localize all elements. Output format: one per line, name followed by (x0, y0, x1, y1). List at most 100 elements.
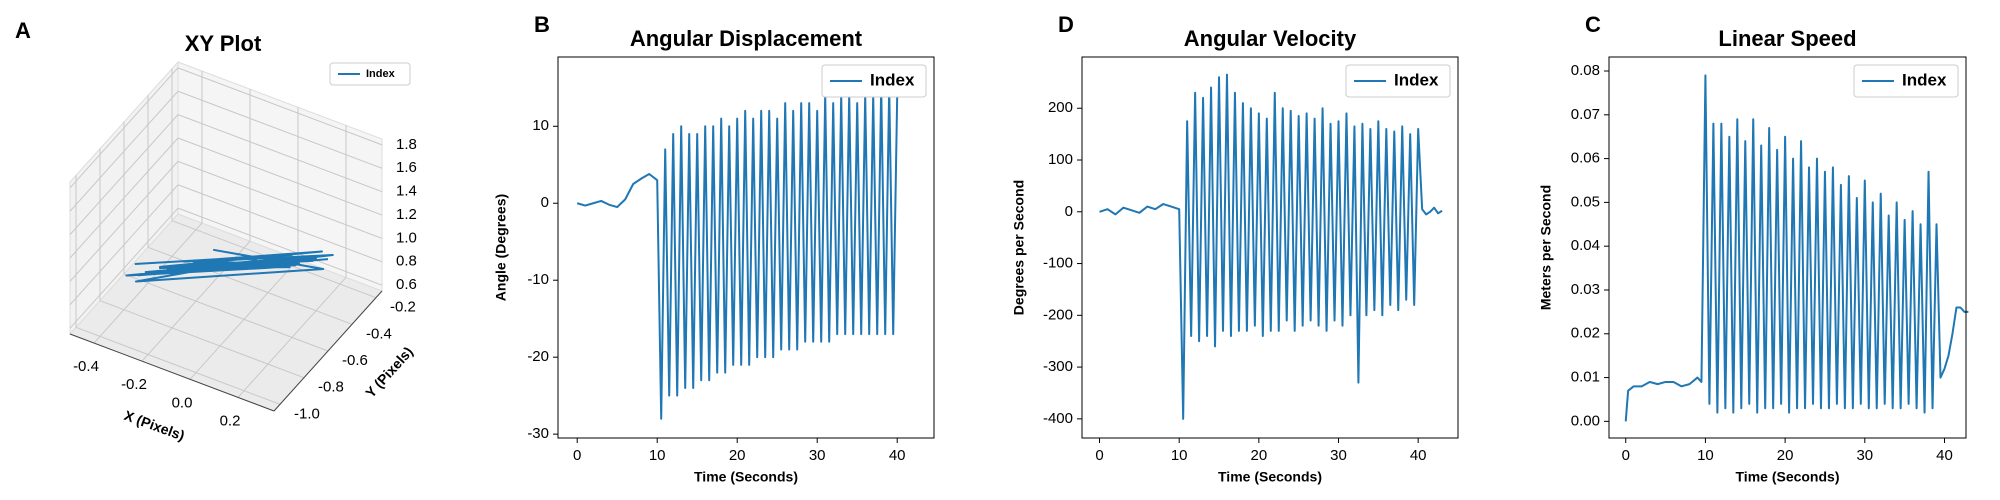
y-axis (273, 290, 383, 412)
grid-line (177, 90, 383, 169)
y-tick-label: -0.4 (366, 325, 392, 342)
y-tick-label: 0.05 (1571, 193, 1600, 210)
y-tick-label: 0.08 (1571, 62, 1600, 79)
chart-title: XY Plot (185, 31, 262, 56)
grid-line (177, 137, 383, 216)
y-tick-label: 0.03 (1571, 281, 1600, 298)
y-tick-label: -0.2 (390, 299, 416, 316)
legend-box (329, 62, 411, 86)
x-axis-label: Time (Seconds) (1736, 469, 1840, 485)
z-tick-label: 1.2 (396, 206, 417, 223)
panel-label: A (15, 18, 31, 43)
y-tick-label: 0.04 (1571, 237, 1600, 254)
y-tick-label: 10 (532, 117, 549, 134)
data-line (125, 248, 334, 283)
grid-line (177, 114, 383, 193)
y-tick-label: 0 (1065, 203, 1073, 220)
z-tick-label: 0.8 (396, 253, 417, 270)
y-tick-label: 0.01 (1571, 369, 1600, 386)
grid-line (177, 207, 383, 286)
x-tick-label: 40 (1936, 447, 1953, 464)
x-tick-label: 10 (649, 447, 666, 464)
x-tick-label: 30 (1330, 447, 1347, 464)
legend-box (1345, 64, 1451, 98)
chart-title: Angular Velocity (1184, 26, 1357, 51)
y-axis-label: Degrees per Second (1011, 180, 1027, 315)
y-tick-label: 0.00 (1571, 412, 1600, 429)
y-tick-label: -0.8 (318, 379, 344, 396)
grid-line (99, 300, 305, 379)
x-tick-label: 10 (1697, 447, 1714, 464)
chart-title: Linear Speed (1718, 26, 1856, 51)
y-tick-label: -10 (527, 271, 549, 288)
data-line (1624, 74, 1969, 422)
grid-line (177, 184, 383, 263)
grid-line (177, 67, 383, 146)
panel-label: B (534, 12, 550, 37)
z-tick-label: 1.0 (396, 229, 417, 246)
data-line (576, 86, 899, 420)
grid-line (123, 273, 329, 352)
legend-box (821, 64, 927, 98)
y-tick-label: 0.06 (1571, 150, 1600, 167)
grid-line (147, 246, 353, 325)
x-tick-label: 10 (1171, 447, 1188, 464)
y-tick-label: 100 (1048, 151, 1073, 168)
legend-label: Index (1394, 70, 1439, 89)
legend-label: Index (1902, 70, 1947, 89)
axes-frame (557, 56, 935, 439)
y-axis-label: Y (Pixels) (362, 343, 416, 400)
grid-line (69, 184, 179, 306)
x-axis-label: Time (Seconds) (694, 469, 798, 485)
x-tick-label: -0.4 (73, 358, 99, 375)
y-axis-label: Angle (Degrees) (493, 194, 509, 301)
x-tick-label: 20 (1251, 447, 1268, 464)
x-tick-label: 40 (1410, 447, 1427, 464)
z-tick-label: 1.6 (396, 159, 417, 176)
x-axis (69, 333, 275, 412)
axes-frame (1081, 56, 1459, 439)
grid-line (69, 67, 179, 189)
legend-label: Index (366, 68, 396, 80)
x-tick-label: 30 (1856, 447, 1873, 464)
y-tick-label: -20 (527, 348, 549, 365)
grid-line (69, 137, 179, 259)
y-tick-label: -300 (1043, 358, 1073, 375)
x-tick-label: 20 (1777, 447, 1794, 464)
x-tick-label: 0.0 (172, 394, 193, 411)
chart-title: Angular Displacement (630, 26, 863, 51)
y-axis-label: Meters per Second (1538, 185, 1554, 310)
legend-label: Index (870, 70, 915, 89)
y-tick-label: -100 (1043, 255, 1073, 272)
x-axis-label: X (Pixels) (122, 407, 187, 444)
z-tick-label: 1.4 (396, 183, 417, 200)
grid-line (69, 114, 179, 235)
y-tick-label: 0.07 (1571, 106, 1600, 123)
x-tick-label: 0.2 (220, 412, 241, 429)
x-tick-label: 0 (1095, 447, 1103, 464)
z-tick-label: 1.8 (396, 136, 417, 153)
grid-line (69, 161, 179, 282)
x-axis-label: Time (Seconds) (1218, 469, 1322, 485)
legend-box (1853, 64, 1959, 98)
x-tick-label: 0 (573, 447, 581, 464)
grid-line (75, 326, 281, 405)
y-tick-label: -400 (1043, 410, 1073, 427)
x-tick-label: 40 (889, 447, 906, 464)
y-tick-label: 0 (541, 194, 549, 211)
x-tick-label: -0.2 (121, 376, 147, 393)
y-tick-label: 200 (1048, 99, 1073, 116)
y-tick-label: -0.6 (342, 352, 368, 369)
x-tick-label: 0 (1622, 447, 1630, 464)
y-tick-label: -1.0 (294, 405, 320, 422)
panel-label: D (1058, 12, 1074, 37)
grid-line (69, 207, 179, 329)
x-tick-label: 30 (809, 447, 826, 464)
y-tick-label: -30 (527, 425, 549, 442)
grid-line (69, 90, 179, 212)
z-tick-label: 0.6 (396, 276, 417, 293)
grid-line (177, 160, 383, 239)
axes-frame (1608, 56, 1967, 439)
